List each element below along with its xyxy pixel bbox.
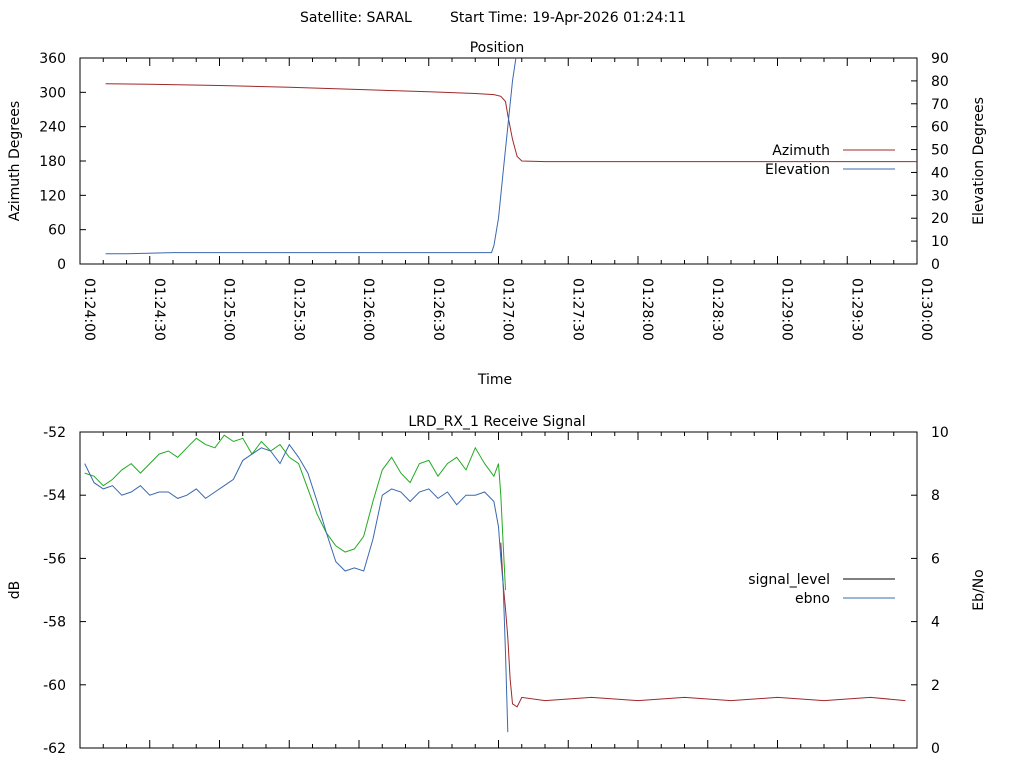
series-line	[84, 443, 509, 733]
start-time: Start Time: 19-Apr-2026 01:24:11	[450, 10, 686, 26]
x-tick-label: 01:26:30	[430, 278, 446, 341]
y-tick-label: 0	[57, 257, 66, 273]
y2-tick-label: 2	[931, 678, 940, 694]
y2-tick-label: 8	[931, 488, 940, 504]
y2-tick-label: 6	[931, 551, 940, 567]
series-line	[500, 542, 906, 708]
y-tick-label: -54	[43, 488, 66, 504]
y-tick-label: -52	[43, 425, 66, 441]
y-tick-label: 60	[48, 223, 66, 239]
ebno-axis-label: Eb/No	[971, 569, 987, 611]
azimuth-axis-label: Azimuth Degrees	[7, 101, 23, 221]
y-tick-label: -60	[43, 678, 66, 694]
y2-tick-label: 60	[931, 120, 949, 136]
y2-tick-label: 80	[931, 74, 949, 90]
y-tick-label: -58	[43, 615, 66, 631]
signal-chart-title: LRD_RX_1 Receive Signal	[408, 414, 585, 430]
x-tick-label: 01:27:30	[569, 278, 585, 341]
legend-label: ebno	[795, 591, 830, 607]
y2-tick-label: 90	[931, 51, 949, 67]
y2-tick-label: 10	[931, 425, 949, 441]
legend-label: Azimuth	[772, 143, 830, 159]
x-tick-label: 01:27:00	[500, 278, 516, 341]
y-tick-label: -62	[43, 741, 66, 757]
time-axis-label: Time	[477, 372, 512, 388]
elevation-axis-label: Elevation Degrees	[971, 97, 987, 225]
legend-label: Elevation	[765, 162, 830, 178]
x-tick-label: 01:30:00	[918, 278, 934, 341]
y2-tick-label: 0	[931, 257, 940, 273]
y2-tick-label: 70	[931, 97, 949, 113]
series-line	[84, 434, 506, 591]
position-plot-frame	[79, 57, 918, 265]
x-tick-label: 01:24:30	[151, 278, 167, 341]
satellite-name: Satellite: SARAL	[300, 10, 412, 26]
x-tick-label: 01:25:00	[221, 278, 237, 341]
y2-tick-label: 40	[931, 165, 949, 181]
x-tick-label: 01:24:00	[81, 278, 97, 341]
y2-tick-label: 10	[931, 234, 949, 250]
db-axis-label: dB	[7, 581, 23, 600]
y2-tick-label: 50	[931, 143, 949, 159]
y-tick-label: 180	[39, 154, 66, 170]
x-tick-label: 01:25:30	[290, 278, 306, 341]
series-line-azimuth	[105, 83, 917, 163]
x-tick-label: 01:28:00	[639, 278, 655, 341]
series-line-elevation	[105, 58, 517, 255]
legend-label: signal_level	[748, 572, 830, 588]
y2-tick-label: 0	[931, 741, 940, 757]
y-tick-label: 360	[39, 51, 66, 67]
y2-tick-label: 30	[931, 188, 949, 204]
position-chart-title: Position	[470, 40, 525, 56]
x-tick-label: 01:29:00	[779, 278, 795, 341]
signal-plot-frame	[79, 431, 918, 749]
y2-tick-label: 4	[931, 615, 940, 631]
y-tick-label: 120	[39, 188, 66, 204]
x-tick-label: 01:28:30	[709, 278, 725, 341]
y-tick-label: 240	[39, 120, 66, 136]
y-tick-label: -56	[43, 551, 66, 567]
y-tick-label: 300	[39, 85, 66, 101]
y2-tick-label: 20	[931, 211, 949, 227]
x-tick-label: 01:29:30	[848, 278, 864, 341]
x-tick-label: 01:26:00	[360, 278, 376, 341]
